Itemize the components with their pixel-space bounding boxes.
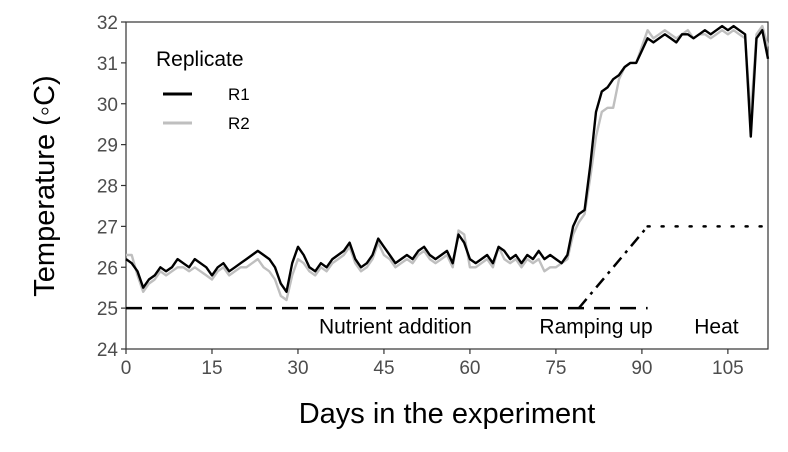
- y-tick-label: 32: [97, 13, 118, 34]
- x-axis: 0 15 30 45 60 75 90 105: [121, 349, 744, 379]
- reference-lines: [126, 225, 764, 310]
- phase-label: Nutrient addition: [319, 316, 472, 339]
- y-tick-label: 28: [97, 177, 118, 198]
- plot-panel: [125, 21, 769, 350]
- y-tick-label: 29: [97, 136, 118, 157]
- legend-title: Replicate: [156, 48, 244, 71]
- y-tick-label: 27: [97, 217, 118, 238]
- x-tick-label: 75: [545, 358, 566, 379]
- series-line-r1: [125, 24, 770, 293]
- y-tick-label: 31: [97, 54, 118, 75]
- x-axis-title: Days in the experiment: [299, 398, 596, 430]
- plot-border: [125, 21, 769, 350]
- y-tick-label: 24: [97, 340, 119, 361]
- reference-line-dashdot: [577, 225, 649, 309]
- series-lines: [125, 24, 770, 302]
- phase-label: Heat: [694, 316, 739, 339]
- legend-label-r1: R1: [228, 85, 250, 104]
- y-tick-label: 26: [97, 258, 118, 279]
- y-tick-label: 30: [97, 95, 118, 116]
- x-tick-label: 30: [287, 358, 308, 379]
- x-tick-label: 90: [631, 358, 652, 379]
- x-tick-label: 45: [373, 358, 394, 379]
- y-tick-label: 25: [97, 299, 118, 320]
- x-tick-label: 0: [121, 358, 132, 379]
- x-tick-label: 60: [459, 358, 480, 379]
- x-tick-label: 105: [712, 358, 744, 379]
- x-tick-label: 15: [201, 358, 222, 379]
- legend: Replicate R1 R2: [156, 48, 250, 133]
- y-axis-title: Temperature (◦C): [29, 75, 61, 296]
- y-axis: 24 25 26 27 28 29 30 31 32: [97, 13, 126, 361]
- phase-label: Ramping up: [539, 316, 652, 339]
- series-line-r2: [126, 24, 770, 302]
- legend-label-r2: R2: [228, 114, 250, 133]
- phase-annotations: Nutrient addition Ramping up Heat: [319, 316, 739, 339]
